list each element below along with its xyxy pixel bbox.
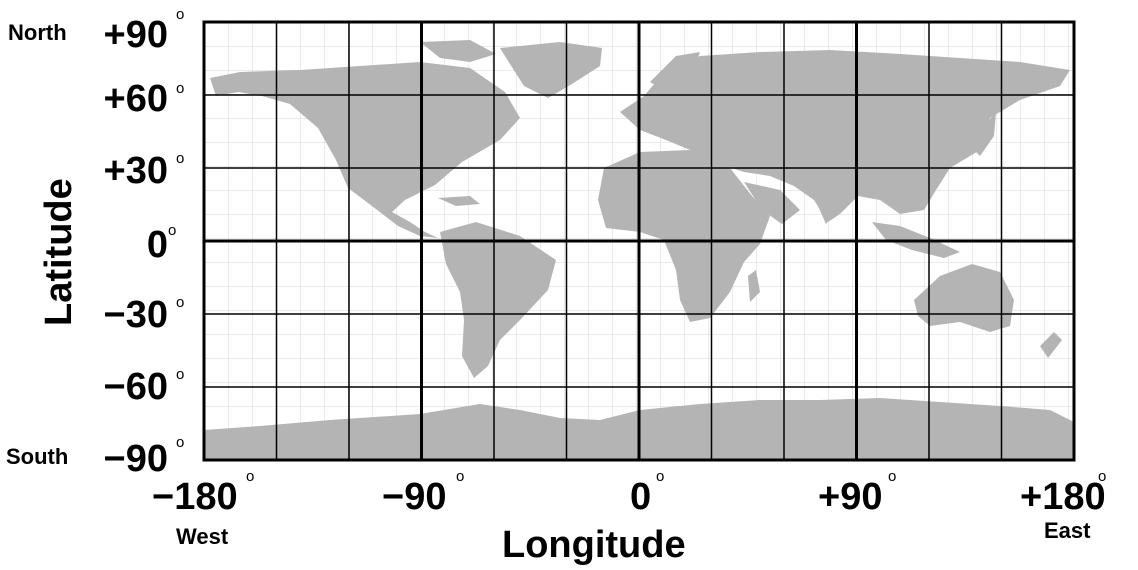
land-arctic-islands: [420, 40, 496, 62]
degree-symbol: o: [656, 468, 665, 485]
lat-tick-zero: 0: [146, 224, 168, 266]
degree-symbol: o: [1098, 468, 1107, 485]
land-scandinavia: [650, 52, 700, 94]
degree-symbol: o: [246, 468, 255, 485]
land-africa: [598, 150, 770, 322]
lat-tick-minus60: −60: [103, 366, 168, 408]
degree-symbol: o: [888, 468, 897, 485]
north-label: North: [8, 20, 67, 45]
west-label: West: [176, 524, 229, 549]
east-label: East: [1044, 518, 1091, 543]
lat-tick-plus90: +90: [103, 14, 168, 56]
land-eurasia: [620, 50, 1070, 222]
lon-tick-plus90: +90: [818, 476, 883, 518]
degree-symbol: o: [456, 468, 465, 485]
degree-symbol: o: [176, 294, 185, 311]
degree-symbol: o: [176, 6, 185, 23]
land-australia: [914, 264, 1014, 332]
degree-symbol: o: [176, 434, 185, 451]
lon-tick-minus90: −90: [382, 476, 447, 518]
land-caribbean: [438, 196, 480, 206]
major-grid: [204, 22, 1074, 460]
land-india: [810, 180, 848, 224]
land-japan: [972, 112, 996, 156]
lat-tick-plus30: +30: [103, 150, 168, 192]
land-greenland: [500, 42, 602, 98]
degree-symbol: o: [168, 222, 177, 239]
degree-symbol: o: [176, 150, 185, 167]
land-new-zealand: [1040, 332, 1062, 358]
map-frame: [202, 20, 1076, 462]
lat-tick-plus60: +60: [103, 78, 168, 120]
lat-tick-minus90: −90: [103, 438, 168, 480]
land-north-america: [210, 62, 520, 238]
lat-tick-minus30: −30: [103, 294, 168, 336]
longitude-axis-title: Longitude: [502, 524, 686, 566]
land-south-america: [440, 222, 556, 378]
degree-symbol: o: [176, 366, 185, 383]
latitude-axis-title: Latitude: [38, 178, 80, 326]
south-label: South: [6, 444, 69, 469]
lon-tick-zero: 0: [630, 476, 652, 518]
lon-tick-plus180: +180: [1020, 476, 1106, 518]
land-arabia: [744, 182, 800, 224]
degree-symbol: o: [176, 80, 185, 97]
lon-tick-minus180: −180: [152, 476, 238, 518]
land-madagascar: [748, 270, 760, 302]
